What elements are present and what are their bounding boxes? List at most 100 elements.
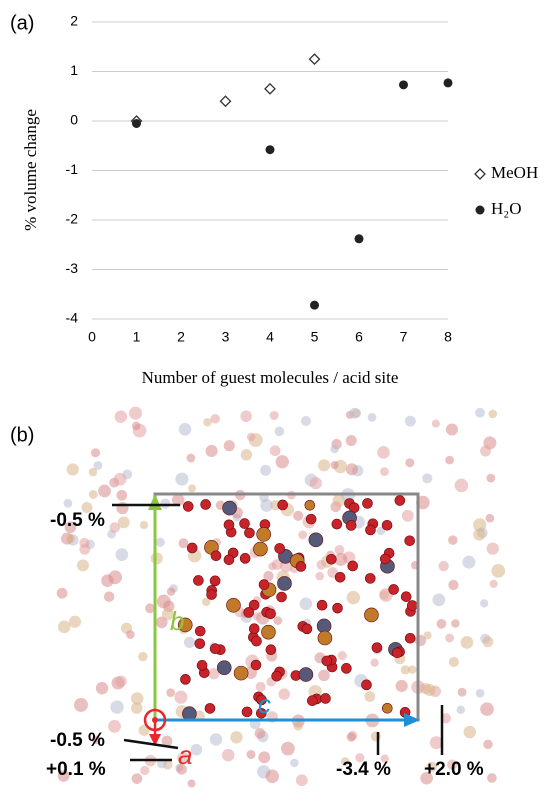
atom-faint <box>255 728 266 739</box>
atom <box>306 514 316 524</box>
atom-faint <box>491 564 505 578</box>
atom-faint <box>270 411 279 420</box>
atom-faint <box>138 652 147 661</box>
atom-faint <box>451 619 460 628</box>
atom-faint <box>380 467 389 476</box>
x-tick-label: 4 <box>266 329 274 345</box>
atom-faint <box>247 433 256 442</box>
atom-faint <box>140 521 148 529</box>
atom-faint <box>310 477 322 489</box>
atom-faint <box>98 485 111 498</box>
point <box>399 80 408 89</box>
atom-faint <box>458 688 467 697</box>
atom <box>278 500 288 510</box>
atom-faint <box>129 407 142 420</box>
strain-label: +0.1 % <box>46 759 106 780</box>
panel-label: (b) <box>10 424 34 446</box>
atom <box>249 624 259 634</box>
atom-faint <box>480 446 491 457</box>
atom <box>321 693 331 703</box>
atom-faint <box>278 688 289 699</box>
point <box>266 145 275 154</box>
atom-faint <box>188 484 196 492</box>
a-axis-label: a <box>178 740 192 770</box>
panel-label: (a) <box>10 12 34 34</box>
b-axis-arrowhead <box>148 494 162 510</box>
atom <box>211 551 221 561</box>
atom-faint <box>188 779 196 787</box>
atom-faint <box>273 616 282 625</box>
atom <box>272 671 282 681</box>
atom <box>395 496 405 506</box>
atom-faint <box>260 465 271 476</box>
atom-faint <box>240 411 251 422</box>
y-tick-label: 1 <box>70 62 78 78</box>
atom-faint <box>115 411 127 423</box>
atom-faint <box>488 410 497 419</box>
atom <box>305 500 315 510</box>
atom <box>210 644 220 654</box>
legend-marker <box>476 206 485 215</box>
atom <box>244 607 254 617</box>
atom <box>201 499 211 509</box>
point <box>444 78 453 87</box>
atom <box>183 501 193 511</box>
atom-faint <box>275 427 285 437</box>
atom-faint <box>422 473 432 483</box>
atom-faint <box>430 736 443 749</box>
atom <box>326 554 336 564</box>
atom <box>224 555 234 565</box>
atom-faint <box>140 766 149 775</box>
point <box>221 96 231 106</box>
atom-faint <box>266 770 279 783</box>
atom <box>392 648 402 658</box>
x-tick-label: 2 <box>177 329 185 345</box>
y-tick-label: 2 <box>70 13 78 29</box>
atom <box>195 639 205 649</box>
atom-faint <box>179 538 189 548</box>
atom-faint <box>116 490 127 501</box>
atom-faint <box>446 424 458 436</box>
atom-faint <box>210 733 222 745</box>
atom-faint <box>293 511 303 521</box>
strain-label: +2.0 % <box>424 759 484 780</box>
atom-faint <box>206 445 218 457</box>
atom <box>372 643 382 653</box>
atom-faint <box>131 692 144 705</box>
atom <box>224 520 234 530</box>
point <box>310 301 319 310</box>
atom-faint <box>69 616 81 628</box>
atom-faint <box>487 542 499 554</box>
atom-faint <box>151 552 163 564</box>
atom <box>335 572 345 582</box>
atom-faint <box>115 676 127 688</box>
atom-faint <box>118 517 130 529</box>
atom <box>252 636 262 646</box>
atom-faint <box>167 587 175 595</box>
atom-faint <box>482 636 493 647</box>
atom-faint <box>156 538 165 547</box>
y-tick-label: 0 <box>70 112 78 128</box>
atom <box>217 661 231 675</box>
atom-faint <box>396 680 408 692</box>
atom-faint <box>166 688 175 697</box>
atom <box>302 624 312 634</box>
atom <box>333 603 343 613</box>
atom <box>405 536 415 546</box>
atom-faint <box>276 455 289 468</box>
atom-faint <box>457 706 465 714</box>
atom-faint <box>377 446 390 459</box>
atom <box>332 519 342 529</box>
atom <box>341 663 351 673</box>
atom-faint <box>66 534 75 543</box>
atom-faint <box>408 665 417 674</box>
atom-faint <box>77 559 89 571</box>
x-tick-label: 1 <box>133 329 141 345</box>
x-tick-label: 8 <box>444 329 452 345</box>
atom-faint <box>253 612 261 620</box>
atom-faint <box>402 510 414 522</box>
atom-faint <box>475 408 485 418</box>
structure-image <box>57 407 505 788</box>
atom <box>261 625 275 639</box>
atom <box>299 668 313 682</box>
